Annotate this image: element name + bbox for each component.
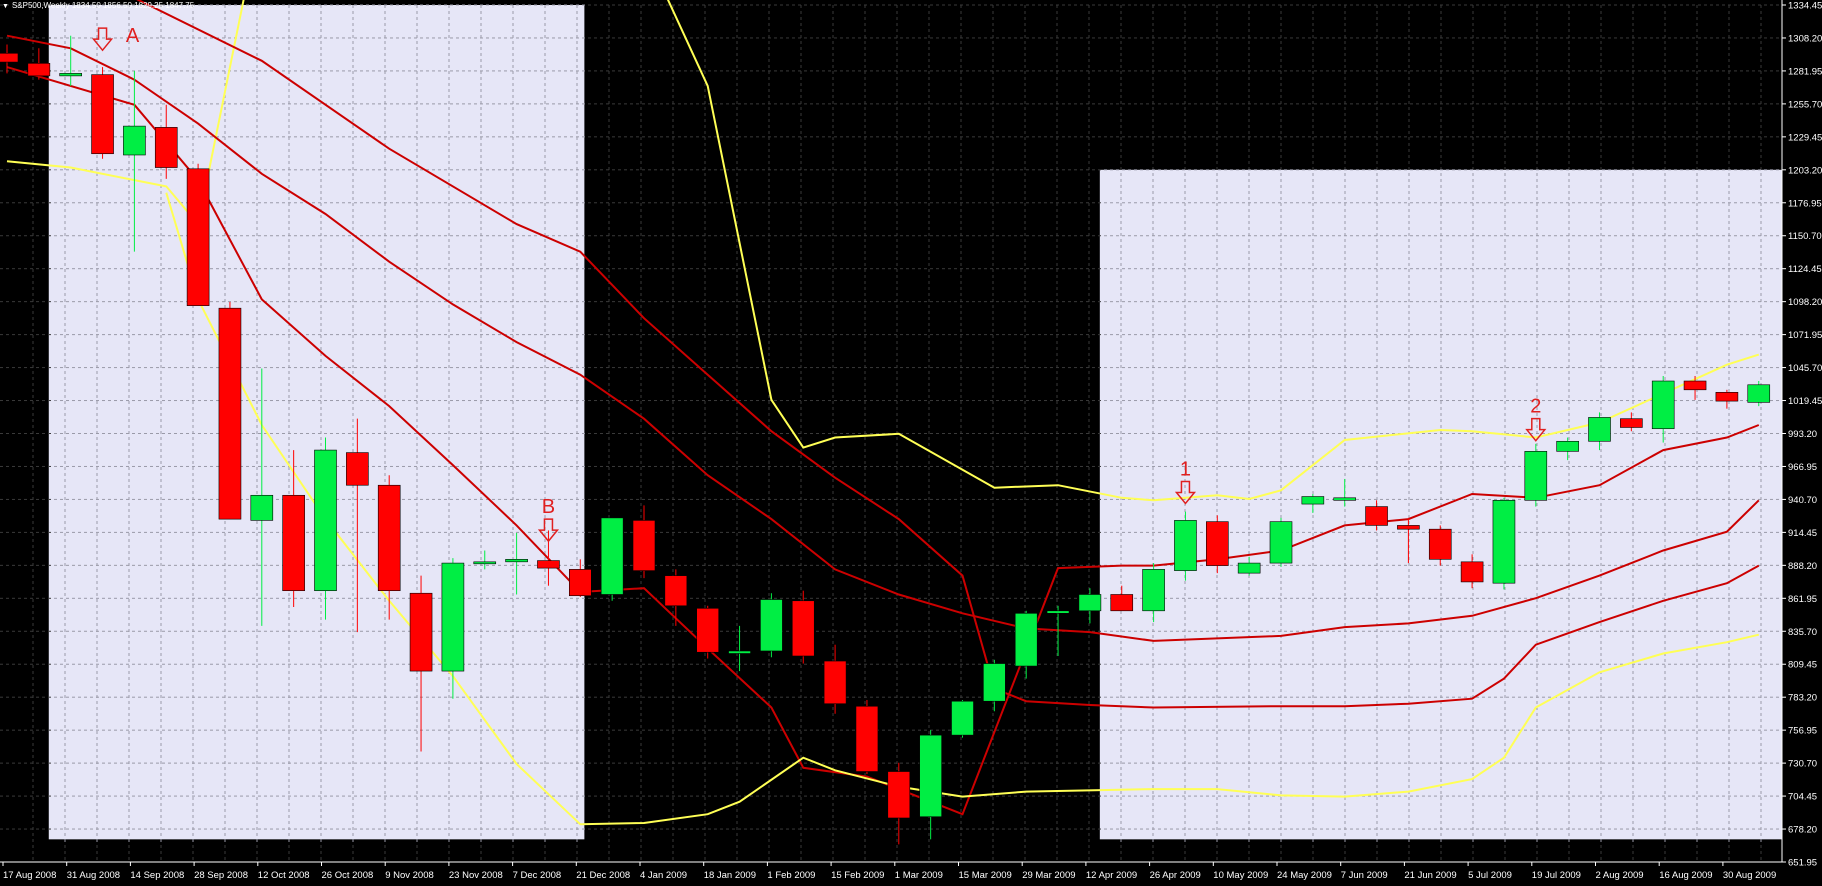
symbol-label: S&P500,Weekly: [11, 1, 70, 10]
collapse-triangle-icon[interactable]: ▼: [2, 3, 9, 10]
grid-lines: [0, 4, 1779, 863]
chart-header: ▼ S&P500,Weekly 1834.50 1856.50 1829.25 1…: [2, 1, 194, 10]
ohlc-readout: 1834.50 1856.50 1829.25 1847.75: [71, 1, 195, 10]
